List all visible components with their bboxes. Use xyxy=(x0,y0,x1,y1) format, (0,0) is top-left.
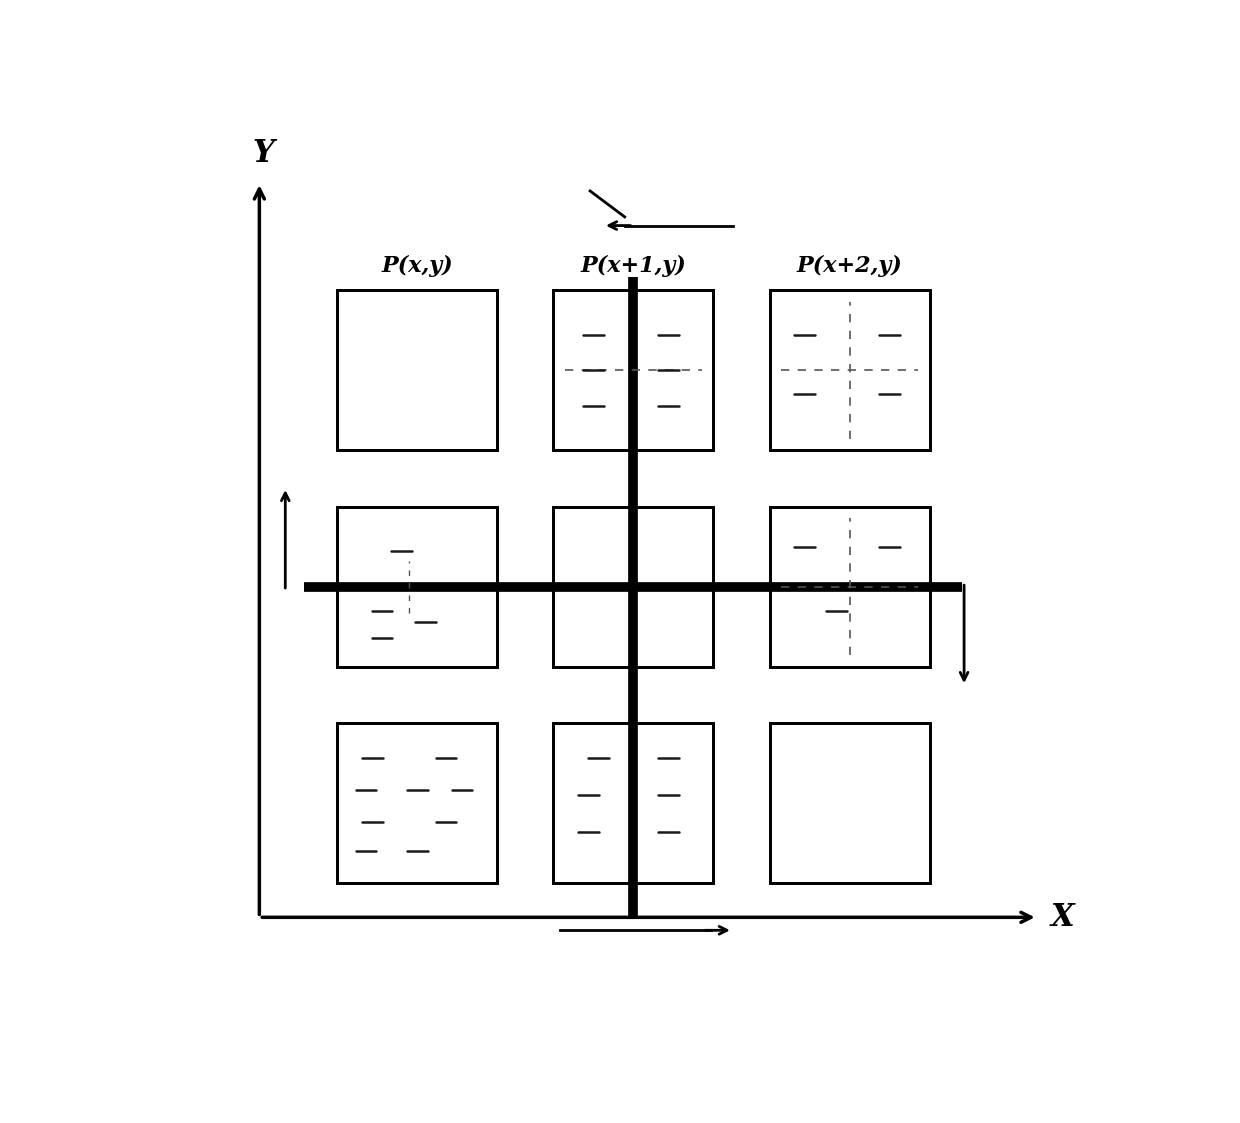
Bar xyxy=(770,723,930,883)
Bar xyxy=(553,723,713,883)
Bar xyxy=(337,723,497,883)
Bar xyxy=(553,723,713,883)
Bar xyxy=(337,291,497,450)
Bar xyxy=(337,723,497,883)
Text: X: X xyxy=(1050,902,1074,933)
Bar xyxy=(553,291,713,450)
Text: P(x,y): P(x,y) xyxy=(382,255,453,277)
Bar xyxy=(553,506,713,667)
Bar xyxy=(337,506,497,667)
Bar xyxy=(770,506,930,667)
Bar xyxy=(770,291,930,450)
Bar xyxy=(337,506,497,667)
Text: P(x+1,y): P(x+1,y) xyxy=(580,255,686,277)
Bar xyxy=(770,723,930,883)
Text: P(x+2,y): P(x+2,y) xyxy=(796,255,903,277)
Text: Y: Y xyxy=(253,138,274,170)
Bar xyxy=(553,506,713,667)
Bar xyxy=(770,291,930,450)
Bar xyxy=(337,291,497,450)
Bar xyxy=(770,506,930,667)
Bar xyxy=(553,291,713,450)
